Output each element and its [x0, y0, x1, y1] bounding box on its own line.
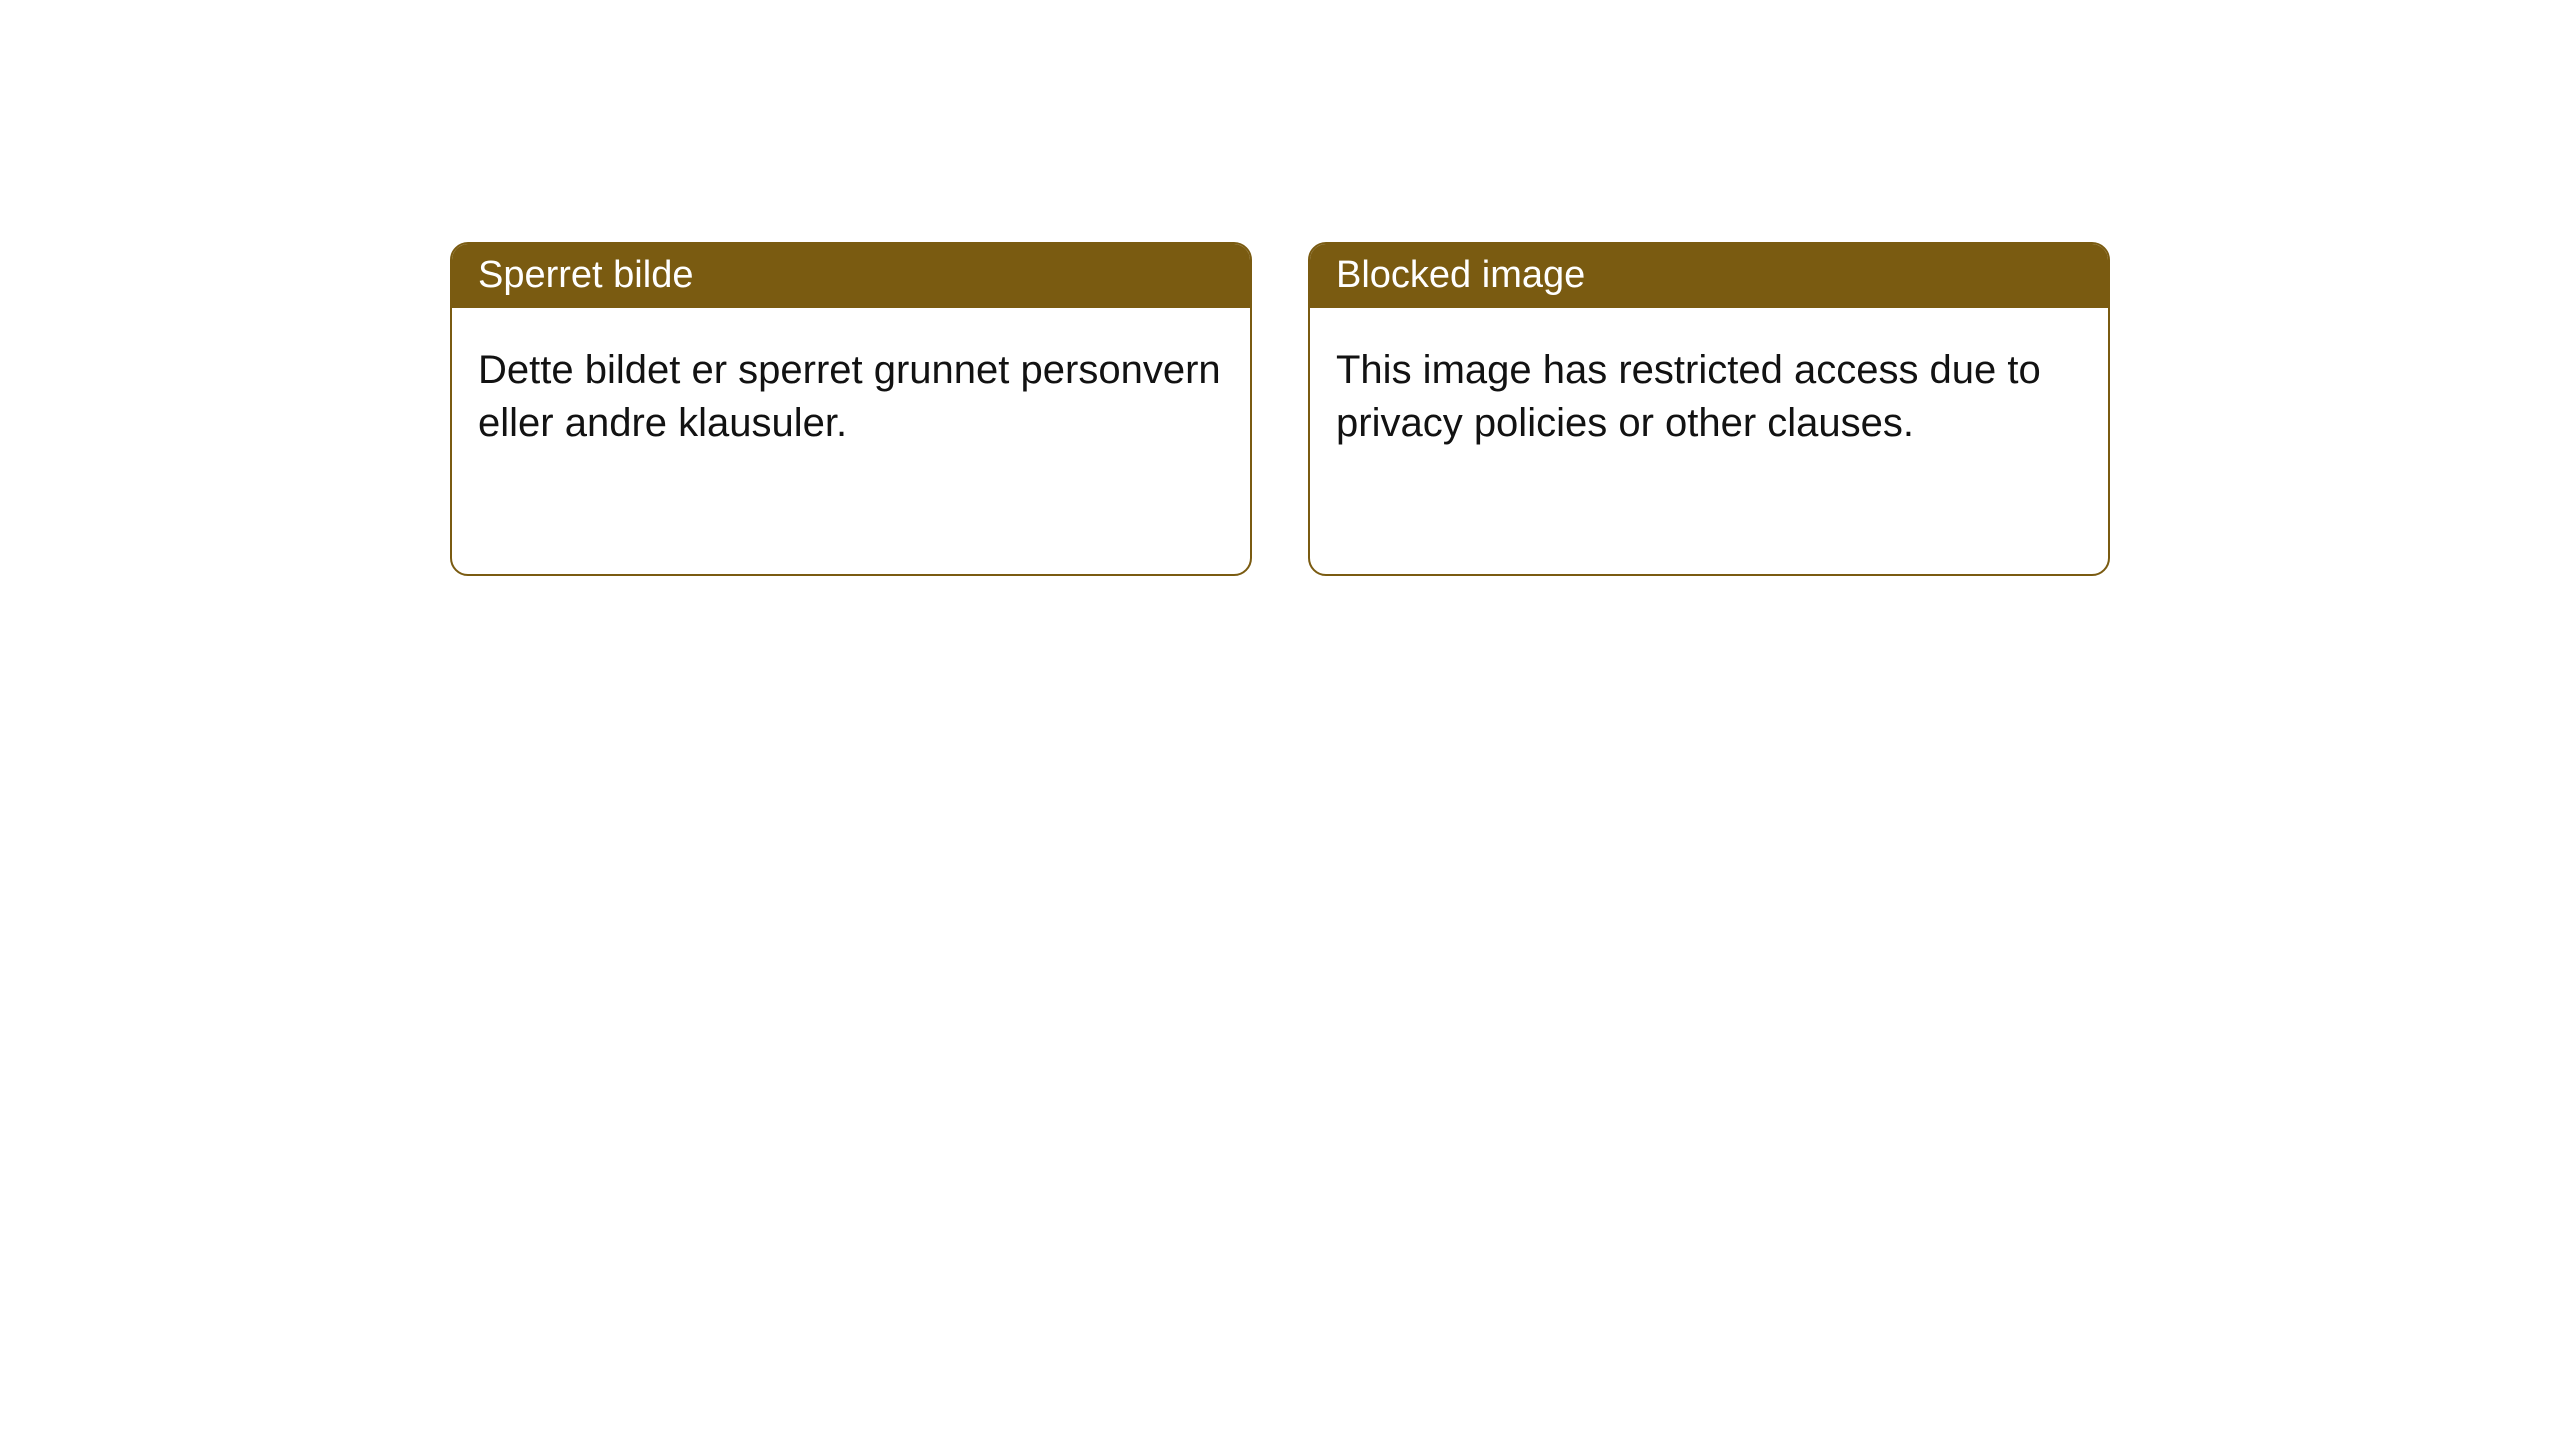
blocked-image-panel-english: Blocked image This image has restricted …: [1308, 242, 2110, 576]
blocked-image-panel-norwegian: Sperret bilde Dette bildet er sperret gr…: [450, 242, 1252, 576]
panel-title-norwegian: Sperret bilde: [452, 244, 1250, 308]
panel-title-english: Blocked image: [1310, 244, 2108, 308]
notice-panels-container: Sperret bilde Dette bildet er sperret gr…: [0, 0, 2560, 576]
panel-body-english: This image has restricted access due to …: [1310, 308, 2108, 476]
panel-body-norwegian: Dette bildet er sperret grunnet personve…: [452, 308, 1250, 476]
